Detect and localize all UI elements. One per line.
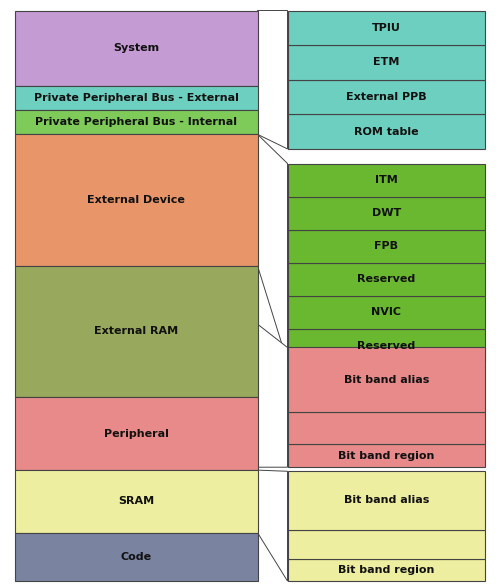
Bar <box>288 347 485 412</box>
Bar <box>288 559 485 581</box>
Text: Reserved: Reserved <box>357 274 416 284</box>
Bar <box>288 164 485 197</box>
Polygon shape <box>258 11 288 149</box>
Bar <box>15 533 258 581</box>
Text: DWT: DWT <box>372 208 401 218</box>
Polygon shape <box>258 470 288 581</box>
Bar <box>288 79 485 114</box>
Bar <box>288 11 485 45</box>
Bar <box>15 110 258 134</box>
Polygon shape <box>258 324 288 467</box>
Text: Code: Code <box>120 552 152 562</box>
Bar <box>15 134 258 266</box>
Bar <box>15 86 258 110</box>
Text: External Device: External Device <box>88 195 185 205</box>
Bar <box>288 263 485 296</box>
Bar <box>288 114 485 149</box>
Text: SRAM: SRAM <box>118 496 154 506</box>
Bar <box>288 329 485 362</box>
Bar <box>288 296 485 329</box>
Polygon shape <box>258 134 288 362</box>
Bar <box>288 230 485 263</box>
Bar <box>15 11 258 86</box>
Text: External RAM: External RAM <box>94 326 178 336</box>
Bar <box>288 45 485 80</box>
Text: Private Peripheral Bus - Internal: Private Peripheral Bus - Internal <box>35 117 237 127</box>
Text: ROM table: ROM table <box>354 127 418 137</box>
Text: Private Peripheral Bus - External: Private Peripheral Bus - External <box>34 93 238 103</box>
Text: Reserved: Reserved <box>357 340 416 350</box>
Bar <box>288 471 485 530</box>
Bar <box>288 197 485 230</box>
Text: Bit band alias: Bit band alias <box>344 495 429 506</box>
Text: System: System <box>113 43 160 54</box>
Text: Peripheral: Peripheral <box>104 429 168 439</box>
Text: External PPB: External PPB <box>346 92 426 102</box>
Bar <box>288 412 485 444</box>
Text: Bit band alias: Bit band alias <box>344 374 429 385</box>
Text: Bit band region: Bit band region <box>338 450 434 461</box>
Bar <box>288 530 485 559</box>
Bar <box>288 444 485 467</box>
Text: TPIU: TPIU <box>372 23 400 33</box>
Bar <box>15 470 258 533</box>
Text: ETM: ETM <box>373 57 400 67</box>
Bar <box>15 397 258 470</box>
Text: Bit band region: Bit band region <box>338 565 434 575</box>
Text: ITM: ITM <box>375 175 398 185</box>
Bar <box>15 266 258 397</box>
Text: FPB: FPB <box>374 241 398 251</box>
Text: NVIC: NVIC <box>371 307 401 318</box>
